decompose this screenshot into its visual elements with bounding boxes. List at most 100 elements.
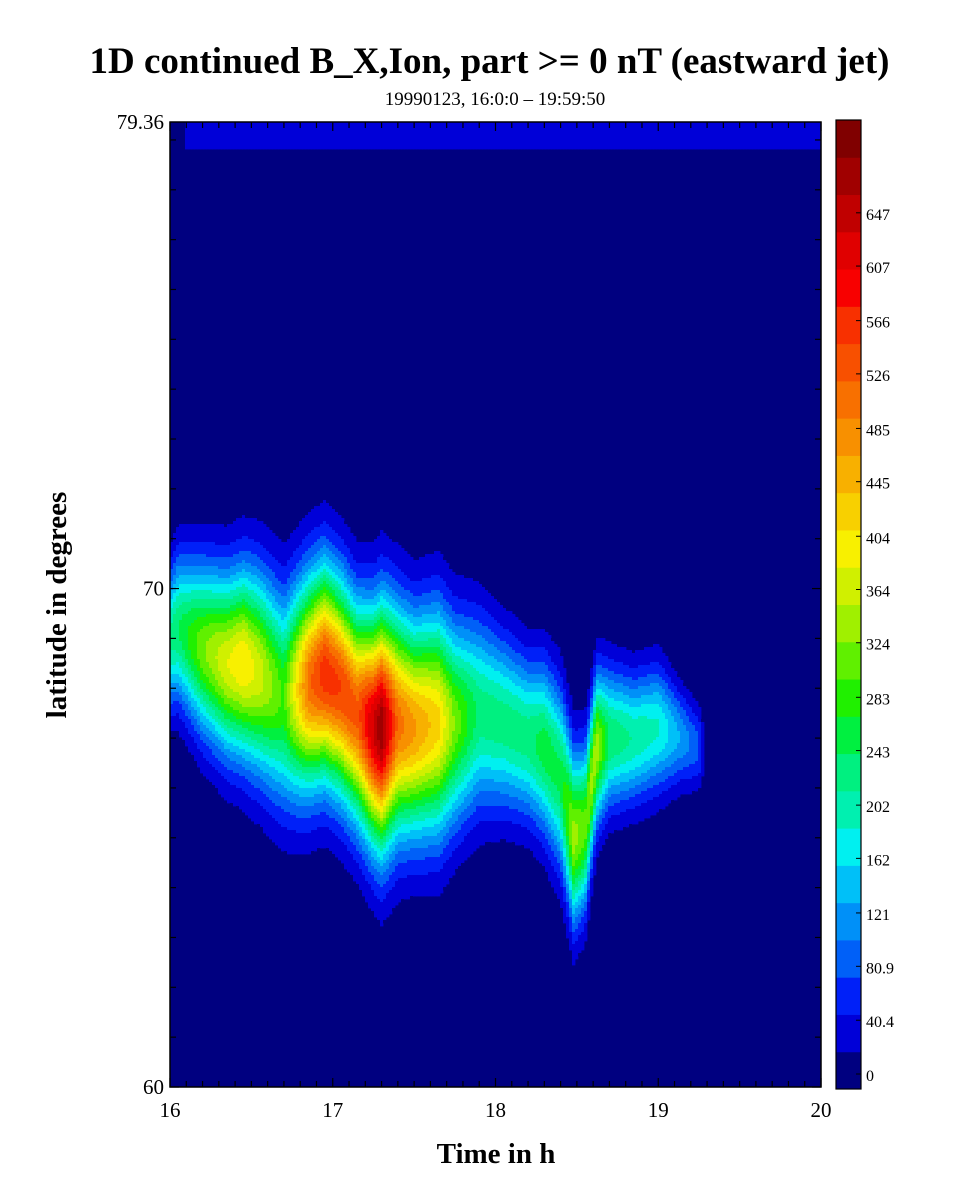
heatmap-cell bbox=[242, 764, 246, 768]
heatmap-cell bbox=[194, 719, 198, 723]
heatmap-cell bbox=[251, 806, 255, 810]
heatmap-cell bbox=[275, 653, 279, 657]
heatmap-cell bbox=[227, 548, 231, 552]
heatmap-cell bbox=[221, 656, 225, 660]
heatmap-cell bbox=[212, 662, 216, 666]
heatmap-cell bbox=[242, 716, 246, 720]
heatmap-cell bbox=[236, 128, 240, 132]
heatmap-cell bbox=[305, 815, 309, 819]
heatmap-cell bbox=[272, 542, 276, 546]
heatmap-cell bbox=[245, 581, 249, 585]
heatmap-cell bbox=[203, 653, 207, 657]
heatmap-cell bbox=[230, 728, 234, 732]
heatmap-cell bbox=[242, 737, 246, 741]
heatmap-cell bbox=[188, 539, 192, 543]
heatmap-cell bbox=[179, 620, 183, 624]
heatmap-cell bbox=[281, 740, 285, 744]
heatmap-cell bbox=[245, 749, 249, 753]
heatmap-cell bbox=[248, 665, 252, 669]
heatmap-cell bbox=[254, 686, 258, 690]
heatmap-cell bbox=[200, 737, 204, 741]
heatmap-cell bbox=[203, 551, 207, 555]
heatmap-cell bbox=[185, 626, 189, 630]
heatmap-cell bbox=[293, 782, 297, 786]
heatmap-cell bbox=[260, 707, 264, 711]
heatmap-cell bbox=[311, 734, 315, 738]
heatmap-cell bbox=[293, 146, 297, 150]
heatmap-cell bbox=[278, 593, 282, 597]
heatmap-cell bbox=[251, 743, 255, 747]
heatmap-cell bbox=[257, 758, 261, 762]
heatmap-cell bbox=[242, 524, 246, 528]
heatmap-cell bbox=[236, 545, 240, 549]
heatmap-cell bbox=[296, 800, 300, 804]
heatmap-cell bbox=[224, 566, 228, 570]
heatmap-cell bbox=[251, 665, 255, 669]
heatmap-cell bbox=[224, 692, 228, 696]
heatmap-cell bbox=[299, 737, 303, 741]
heatmap-cell bbox=[263, 812, 267, 816]
heatmap-cell bbox=[176, 566, 180, 570]
heatmap-cell bbox=[245, 653, 249, 657]
heatmap-cell bbox=[224, 740, 228, 744]
heatmap-cell bbox=[215, 776, 219, 780]
heatmap-cell bbox=[227, 626, 231, 630]
heatmap-cell bbox=[203, 749, 207, 753]
heatmap-cell bbox=[245, 125, 249, 129]
heatmap-cell bbox=[302, 761, 306, 765]
heatmap-cell bbox=[221, 632, 225, 636]
heatmap-cell bbox=[185, 578, 189, 582]
heatmap-cell bbox=[305, 797, 309, 801]
heatmap-cell bbox=[251, 548, 255, 552]
heatmap-cell bbox=[293, 587, 297, 591]
heatmap-cell bbox=[212, 143, 216, 147]
heatmap-cell bbox=[275, 782, 279, 786]
heatmap-cell bbox=[176, 530, 180, 534]
heatmap-cell bbox=[197, 542, 201, 546]
heatmap-cell bbox=[194, 563, 198, 567]
heatmap-cell bbox=[242, 629, 246, 633]
heatmap-cell bbox=[227, 776, 231, 780]
heatmap-cell bbox=[224, 674, 228, 678]
heatmap-cell bbox=[248, 737, 252, 741]
heatmap-cell bbox=[281, 650, 285, 654]
heatmap-cell bbox=[212, 701, 216, 705]
heatmap-cell bbox=[233, 755, 237, 759]
heatmap-cell bbox=[206, 683, 210, 687]
heatmap-cell bbox=[215, 704, 219, 708]
heatmap-cell bbox=[266, 713, 270, 717]
heatmap-cell bbox=[197, 638, 201, 642]
heatmap-cell bbox=[203, 137, 207, 141]
heatmap-cell bbox=[305, 539, 309, 543]
heatmap-cell bbox=[254, 728, 258, 732]
heatmap-cell bbox=[299, 794, 303, 798]
heatmap-cell bbox=[275, 629, 279, 633]
heatmap-cell bbox=[194, 647, 198, 651]
heatmap-cell bbox=[302, 632, 306, 636]
heatmap-cell bbox=[188, 722, 192, 726]
heatmap-cell bbox=[266, 809, 270, 813]
heatmap-cell bbox=[287, 536, 291, 540]
heatmap-cell bbox=[290, 851, 294, 855]
heatmap-cell bbox=[260, 632, 264, 636]
heatmap-cell bbox=[311, 836, 315, 840]
heatmap-cell bbox=[281, 629, 285, 633]
heatmap-cell bbox=[296, 767, 300, 771]
heatmap-cell bbox=[257, 800, 261, 804]
heatmap-cell bbox=[215, 560, 219, 564]
heatmap-cell bbox=[272, 764, 276, 768]
heatmap-cell bbox=[296, 617, 300, 621]
heatmap-cell bbox=[239, 599, 243, 603]
heatmap-cell bbox=[221, 680, 225, 684]
heatmap-cell bbox=[275, 749, 279, 753]
heatmap-cell bbox=[296, 566, 300, 570]
heatmap-cell bbox=[296, 827, 300, 831]
heatmap-cell bbox=[194, 617, 198, 621]
heatmap-cell bbox=[278, 716, 282, 720]
heatmap-cell bbox=[272, 716, 276, 720]
heatmap-cell bbox=[275, 557, 279, 561]
heatmap-cell bbox=[182, 731, 186, 735]
heatmap-cell bbox=[239, 137, 243, 141]
heatmap-cell bbox=[278, 680, 282, 684]
heatmap-cell bbox=[299, 761, 303, 765]
